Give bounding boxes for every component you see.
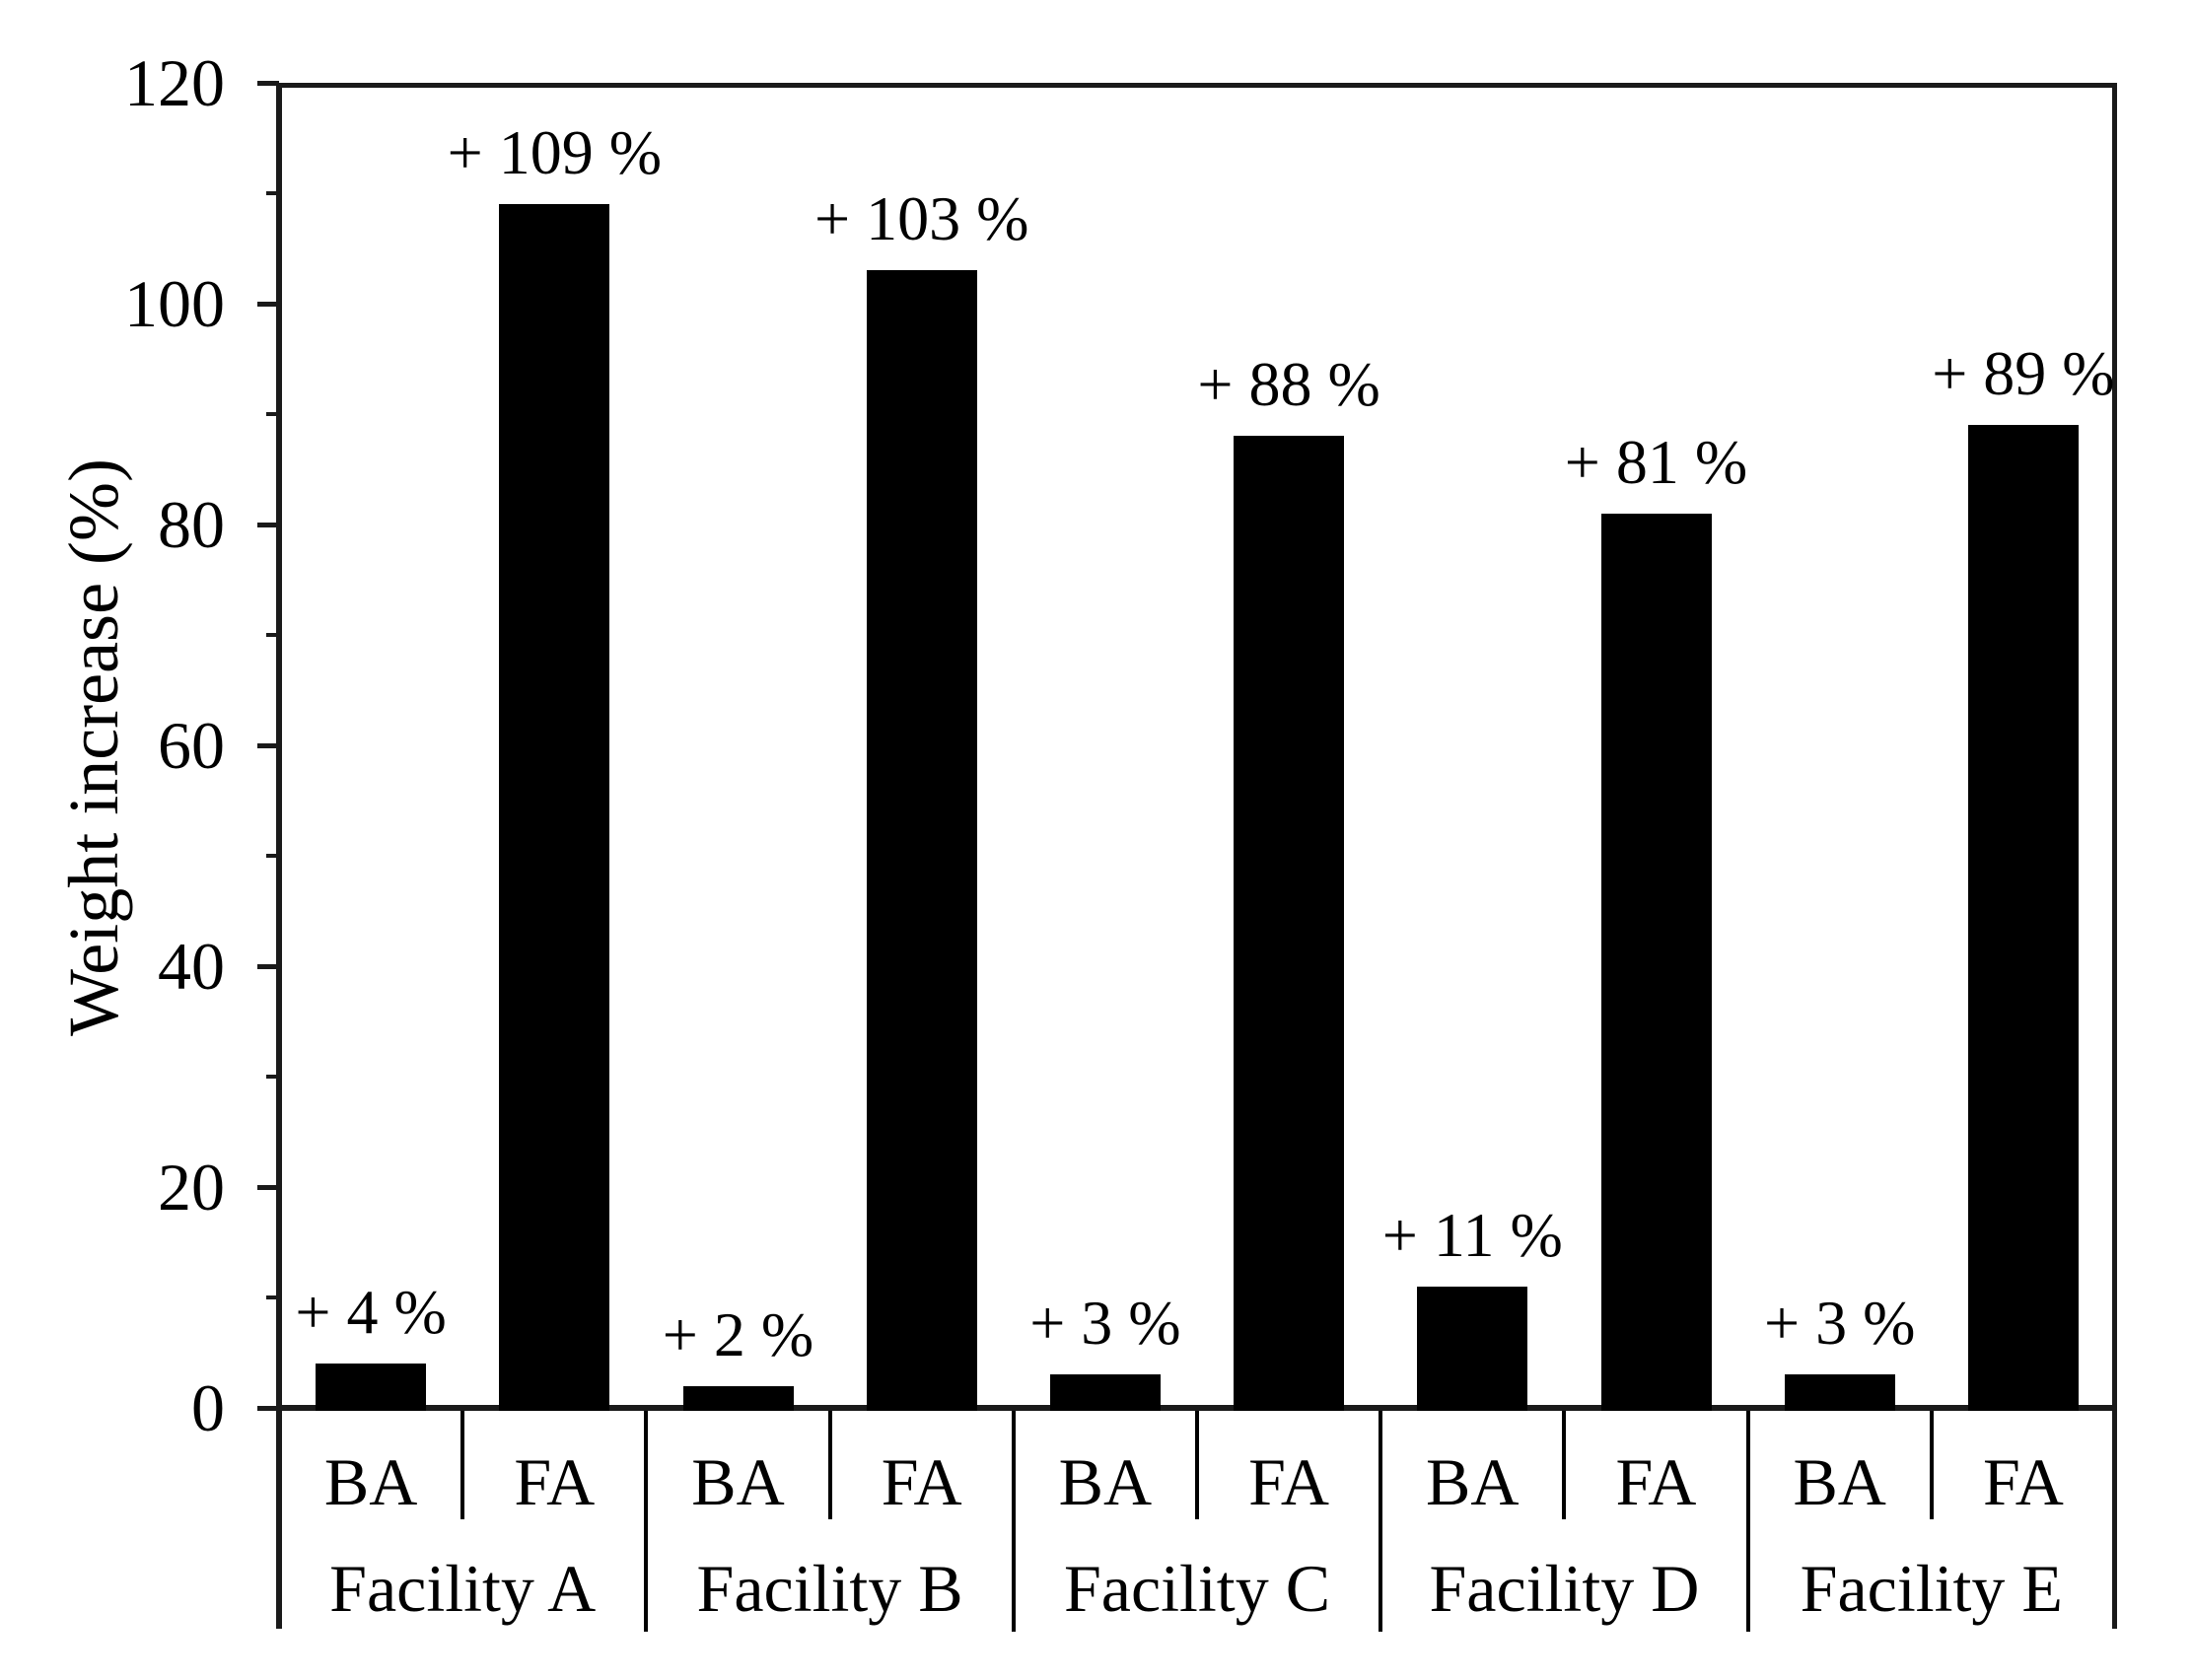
facility-divider-line [1379,1411,1383,1632]
bar-value-label: + 11 % [1381,1199,1563,1270]
y-minor-tick [266,1295,279,1299]
x-group-label-facility-c: Facility C [1063,1551,1331,1626]
y-tick-label: 100 [124,266,225,341]
plot-border-right [2112,83,2117,1629]
y-axis-line [276,83,282,1629]
y-major-tick [257,1406,279,1411]
y-minor-tick [266,1075,279,1079]
facility-divider-line [644,1411,649,1632]
sub-divider-line [827,1411,832,1519]
x-sub-label-fa: FA [1248,1444,1330,1519]
x-sub-label-fa: FA [1982,1444,2064,1519]
y-tick-label: 40 [158,929,225,1004]
bar-ba-facility-c [1049,1374,1161,1411]
bar-value-label: + 3 % [1029,1288,1181,1359]
y-major-tick [257,302,279,307]
y-major-tick [257,81,279,86]
bar-value-label: + 2 % [662,1298,814,1369]
facility-divider-line [1745,1411,1750,1632]
bar-ba-facility-b [682,1385,794,1411]
x-sub-label-ba: BA [323,1444,418,1519]
y-minor-tick [266,633,279,637]
bar-value-label: + 3 % [1763,1288,1916,1359]
x-sub-label-ba: BA [691,1444,785,1519]
bar-fa-facility-e [1967,425,2079,1411]
bar-fa-facility-d [1600,513,1712,1411]
bar-value-label: + 88 % [1197,349,1380,420]
x-sub-label-ba: BA [1426,1444,1520,1519]
x-group-label-facility-a: Facility A [329,1551,597,1626]
x-axis-baseline [279,1405,2117,1411]
bar-value-label: + 103 % [813,183,1029,254]
x-group-label-facility-e: Facility E [1800,1551,2063,1626]
x-sub-label-fa: FA [881,1444,962,1519]
y-major-tick [257,1185,279,1190]
sub-divider-line [1929,1411,1934,1519]
y-major-tick [257,743,279,748]
bar-value-label: + 109 % [447,117,662,188]
y-minor-tick [266,191,279,195]
bar-ba-facility-a [316,1364,427,1411]
sub-divider-line [1562,1411,1567,1519]
facility-divider-line [1011,1411,1016,1632]
sub-divider-line [460,1411,465,1519]
bar-fa-facility-c [1234,436,1345,1411]
x-sub-label-ba: BA [1058,1444,1153,1519]
bar-ba-facility-e [1784,1374,1895,1411]
x-group-label-facility-d: Facility D [1429,1551,1700,1626]
y-tick-label: 0 [191,1370,225,1445]
bar-ba-facility-d [1417,1286,1528,1411]
bar-fa-facility-a [499,204,610,1411]
plot-border-top [279,83,2117,88]
sub-divider-line [1195,1411,1199,1519]
y-tick-label: 20 [158,1150,225,1225]
y-major-tick [257,964,279,969]
y-minor-tick [266,412,279,416]
bar-value-label: + 81 % [1564,426,1748,497]
x-sub-label-fa: FA [514,1444,596,1519]
bar-fa-facility-b [866,270,977,1411]
y-tick-label: 120 [124,45,225,120]
x-group-label-facility-b: Facility B [696,1551,963,1626]
y-tick-label: 80 [158,487,225,562]
bar-value-label: + 89 % [1932,338,2115,409]
bar-value-label: + 4 % [295,1277,447,1348]
x-sub-label-fa: FA [1615,1444,1697,1519]
y-minor-tick [266,854,279,858]
x-sub-label-ba: BA [1793,1444,1886,1519]
y-major-tick [257,523,279,527]
y-tick-label: 60 [158,708,225,783]
